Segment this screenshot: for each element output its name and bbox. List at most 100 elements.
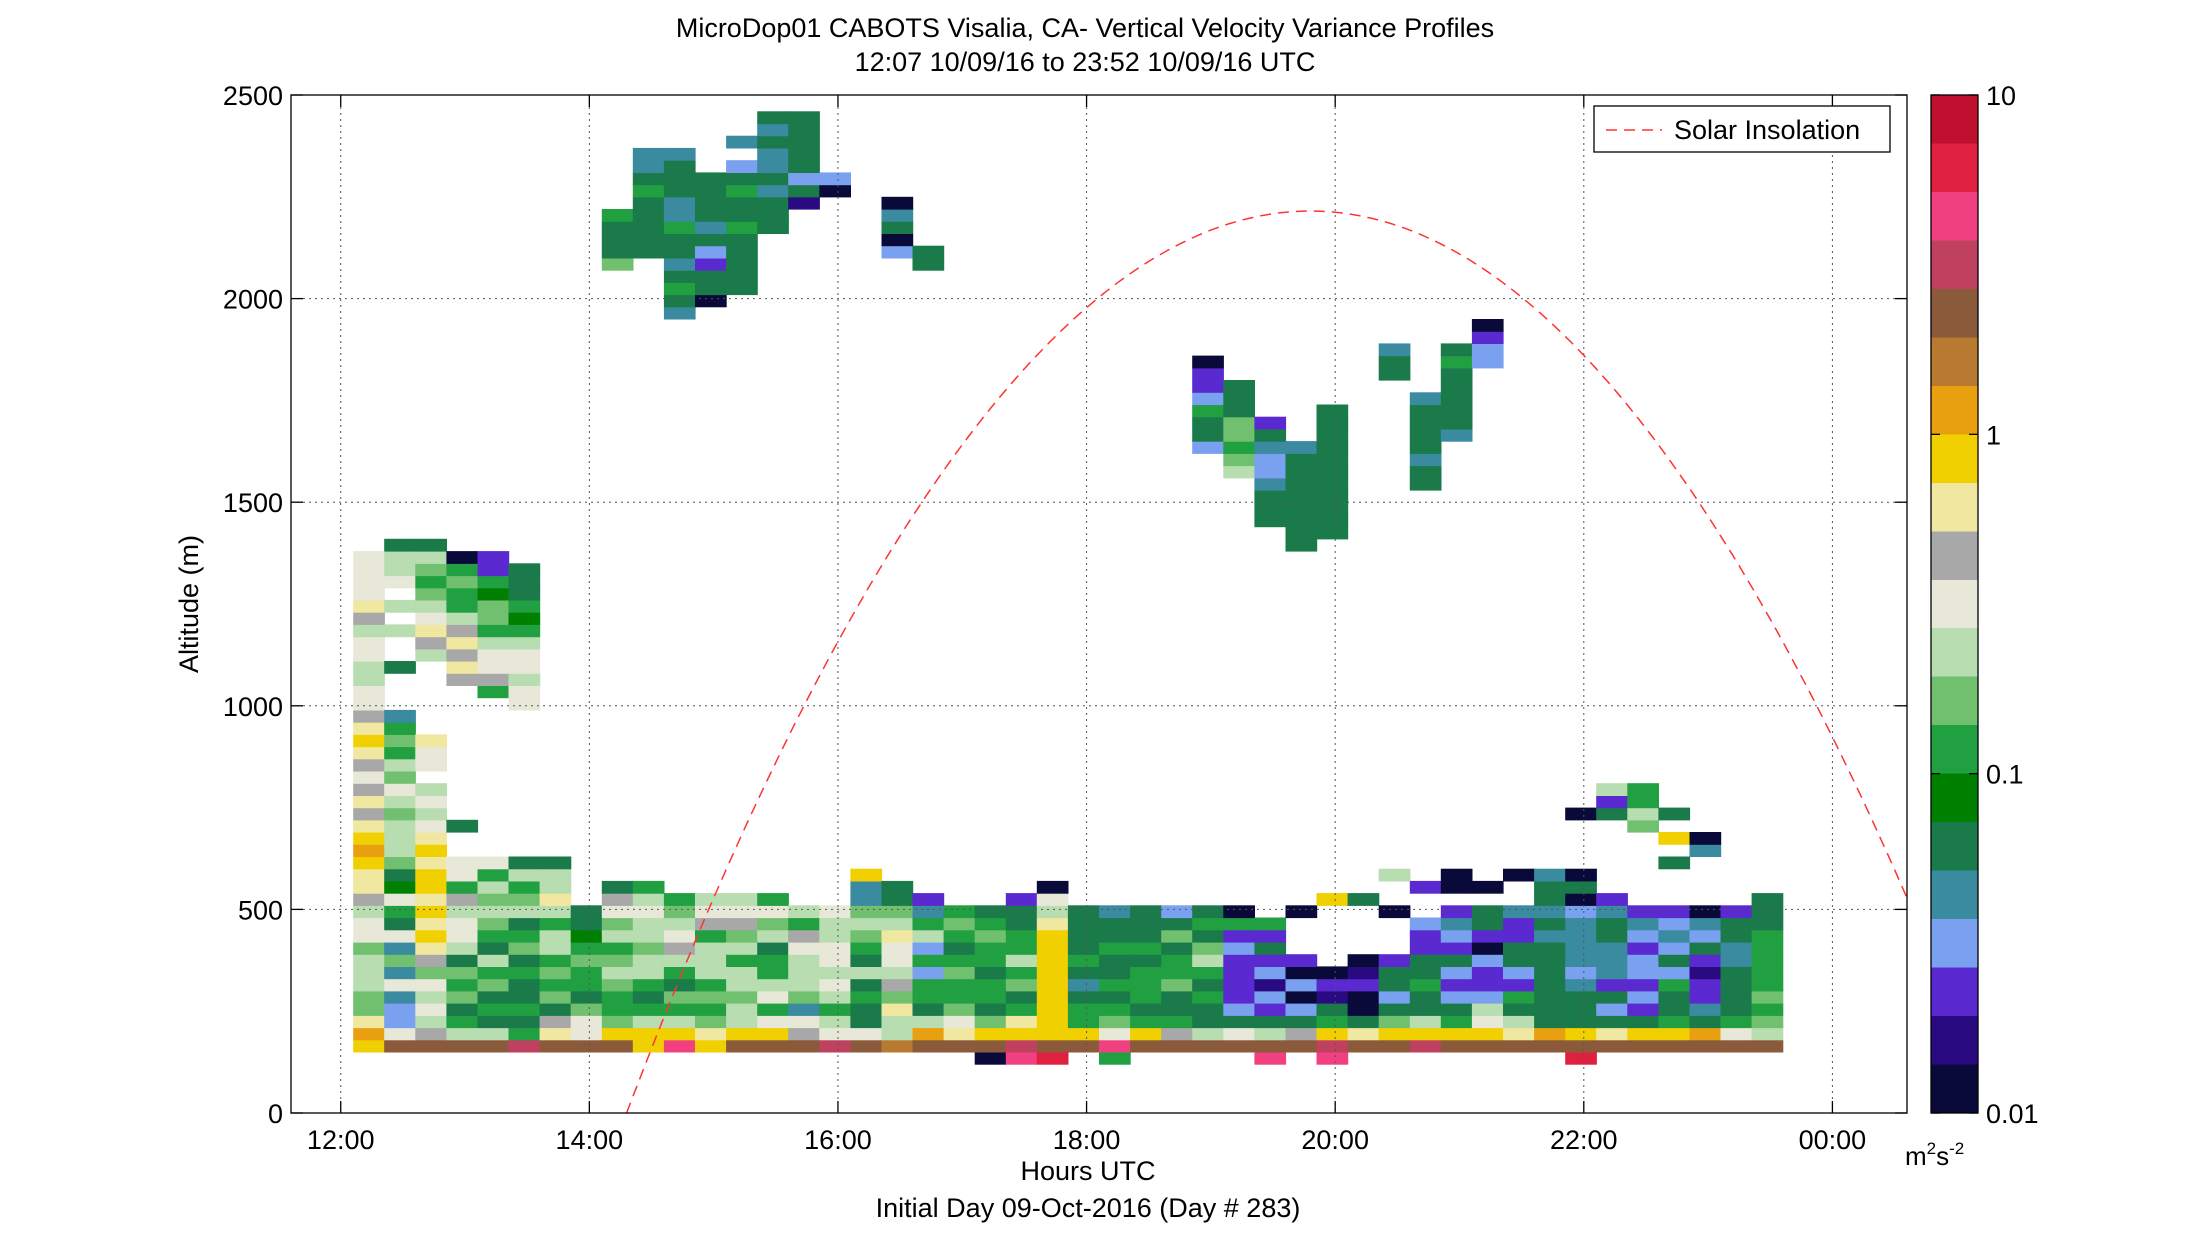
heatmap-cell	[446, 868, 479, 882]
heatmap-cell	[912, 954, 945, 967]
heatmap-cell	[353, 832, 385, 845]
heatmap-cell	[1161, 978, 1193, 992]
heatmap-cell	[1627, 905, 1659, 919]
heatmap-cell	[1223, 954, 1255, 967]
heatmap-cell	[384, 856, 416, 870]
heatmap-cell	[446, 1015, 479, 1029]
heatmap-cell	[1378, 966, 1411, 980]
heatmap-cell	[1130, 990, 1162, 1004]
heatmap-cell	[1409, 465, 1442, 479]
heatmap-cell	[508, 575, 541, 589]
heatmap-cell	[1409, 929, 1442, 943]
heatmap-cell	[1565, 917, 1597, 931]
heatmap-cell	[663, 282, 696, 296]
chart-title: MicroDop01 CABOTS Visalia, CA- Vertical …	[676, 13, 1494, 43]
heatmap-cell	[1378, 905, 1411, 919]
heatmap-cell	[446, 599, 479, 613]
heatmap-cell	[353, 978, 385, 992]
heatmap-cell	[850, 893, 883, 906]
heatmap-cell	[695, 257, 727, 271]
heatmap-cell	[601, 1039, 634, 1053]
heatmap-cell	[570, 905, 603, 919]
heatmap-cell	[1223, 917, 1255, 931]
heatmap-cell	[726, 893, 758, 906]
heatmap-cell	[1036, 1051, 1069, 1065]
heatmap-cell	[353, 734, 385, 748]
heatmap-cell	[415, 563, 447, 577]
heatmap-cell	[353, 648, 385, 662]
heatmap-cell	[1596, 917, 1628, 931]
heatmap-cell	[632, 196, 665, 210]
heatmap-cell	[632, 893, 665, 906]
heatmap-cell	[384, 819, 416, 833]
heatmap-cell	[601, 905, 634, 919]
heatmap-cell	[1720, 1003, 1753, 1016]
heatmap-cell	[788, 1003, 820, 1016]
x-tick-label: 18:00	[1053, 1125, 1121, 1155]
heatmap-cell	[415, 942, 447, 955]
heatmap-cell	[1316, 514, 1349, 528]
heatmap-cell	[1161, 966, 1193, 980]
heatmap-cell	[1254, 441, 1287, 454]
heatmap-cell	[632, 1039, 665, 1053]
heatmap-cell	[1503, 905, 1535, 919]
heatmap-cell	[1751, 1015, 1784, 1029]
heatmap-cell	[881, 905, 914, 919]
heatmap-cell	[632, 978, 665, 992]
heatmap-cell	[601, 917, 634, 931]
heatmap-cell	[384, 929, 416, 943]
heatmap-cell	[1565, 905, 1597, 919]
heatmap-cell	[1099, 1039, 1131, 1053]
heatmap-cell	[353, 954, 385, 967]
heatmap-cell	[1720, 978, 1753, 992]
heatmap-cell	[415, 612, 447, 625]
heatmap-cell	[632, 245, 665, 259]
heatmap-cell	[1130, 954, 1162, 967]
x-tick-label: 22:00	[1550, 1125, 1618, 1155]
heatmap-cell	[1347, 1015, 1380, 1029]
heatmap-cell	[1316, 990, 1349, 1004]
heatmap-cell	[1471, 1027, 1504, 1041]
heatmap-cell	[788, 905, 820, 919]
heatmap-cell	[1503, 990, 1535, 1004]
heatmap-cell	[539, 1039, 572, 1053]
heatmap-cell	[353, 722, 385, 735]
heatmap-cell	[819, 905, 851, 919]
heatmap-cell	[1658, 978, 1691, 992]
heatmap-cell	[1223, 905, 1255, 919]
heatmap-cell	[353, 966, 385, 980]
heatmap-cell	[353, 587, 385, 601]
heatmap-cell	[757, 221, 789, 234]
heatmap-cell	[974, 1027, 1007, 1041]
heatmap-cell	[632, 233, 665, 247]
heatmap-cell	[353, 1039, 385, 1053]
heatmap-cell	[726, 209, 758, 222]
heatmap-cell	[912, 905, 945, 919]
heatmap-cell	[353, 990, 385, 1004]
heatmap-cell	[446, 978, 479, 992]
heatmap-cell	[1192, 978, 1224, 992]
heatmap-cell	[446, 551, 479, 564]
heatmap-cell	[1005, 1015, 1038, 1029]
heatmap-cell	[1223, 380, 1255, 393]
heatmap-cell	[601, 990, 634, 1004]
y-tick-label: 2500	[223, 81, 283, 111]
heatmap-cell	[353, 1027, 385, 1041]
heatmap-cell	[1099, 917, 1131, 931]
heatmap-cell	[1627, 1003, 1659, 1016]
heatmap-cell	[788, 135, 820, 149]
heatmap-cell	[508, 978, 541, 992]
heatmap-cell	[912, 990, 945, 1004]
heatmap-cell	[1161, 1003, 1193, 1016]
heatmap-cell	[850, 1039, 883, 1053]
heatmap-cell	[1565, 1015, 1597, 1029]
heatmap-cell	[477, 966, 510, 980]
heatmap-cell	[632, 954, 665, 967]
heatmap-cell	[912, 893, 945, 906]
heatmap-cell	[415, 783, 447, 796]
heatmap-cell	[726, 184, 758, 198]
heatmap-cell	[1067, 905, 1100, 919]
heatmap-cell	[1596, 1015, 1628, 1029]
heatmap-cell	[663, 1027, 696, 1041]
heatmap-cell	[1720, 929, 1753, 943]
